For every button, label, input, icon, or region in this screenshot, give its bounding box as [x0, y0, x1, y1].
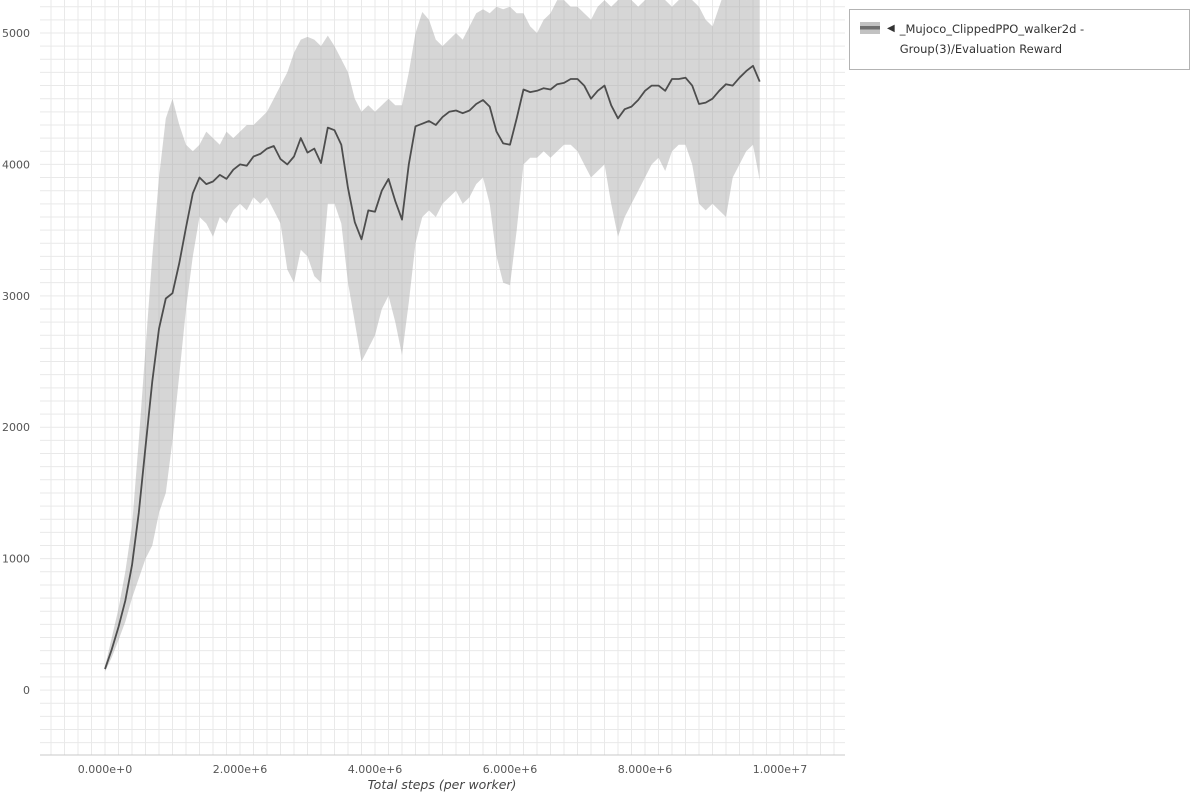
y-tick-labels: 0 1000 2000 3000 4000 5000: [2, 27, 30, 697]
svg-text:4.000e+6: 4.000e+6: [348, 763, 402, 776]
svg-text:6.000e+6: 6.000e+6: [483, 763, 537, 776]
x-tick-labels: 0.000e+0 2.000e+6 4.000e+6 6.000e+6 8.000e+6…: [78, 763, 807, 776]
grid-lines: [40, 0, 845, 755]
legend-series-label[interactable]: _Mujoco_ClippedPPO_walker2d - Group(3)/E…: [899, 22, 1085, 57]
svg-text:8.000e+6: 8.000e+6: [618, 763, 672, 776]
std-dev-band: [105, 0, 760, 672]
legend-series-swatch: [860, 22, 880, 34]
svg-text:2.000e+6: 2.000e+6: [213, 763, 267, 776]
svg-text:0: 0: [23, 684, 30, 697]
legend[interactable]: ◀ _Mujoco_ClippedPPO_walker2d - Group(3)…: [849, 9, 1190, 71]
svg-text:2000: 2000: [2, 421, 30, 434]
svg-text:1.000e+7: 1.000e+7: [753, 763, 807, 776]
svg-text:1000: 1000: [2, 553, 30, 566]
svg-text:0.000e+0: 0.000e+0: [78, 763, 132, 776]
svg-text:4000: 4000: [2, 158, 30, 171]
mean-reward-line: [104, 64, 761, 670]
svg-text:3000: 3000: [2, 290, 30, 303]
x-axis-title: Total steps (per worker): [368, 777, 517, 792]
legend-collapse-icon[interactable]: ◀: [887, 23, 895, 34]
svg-text:5000: 5000: [2, 27, 30, 40]
